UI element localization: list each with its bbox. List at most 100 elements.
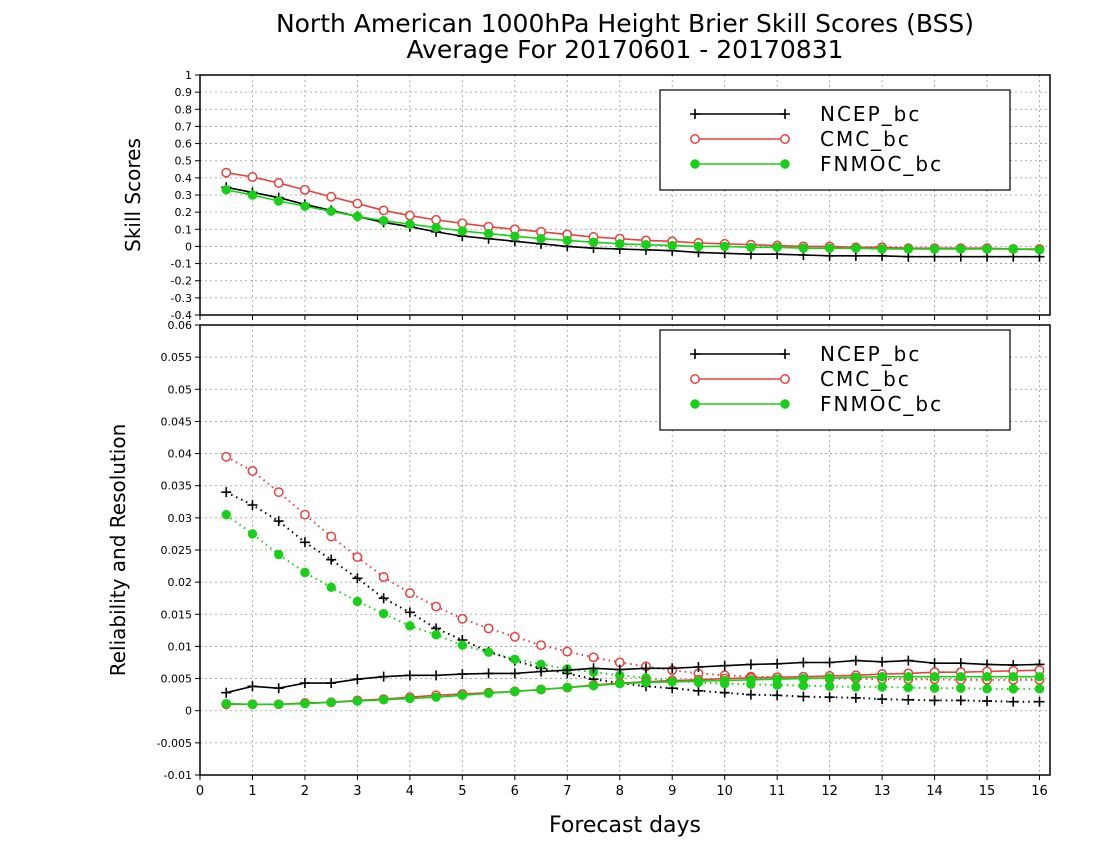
data-point bbox=[562, 682, 572, 693]
data-point bbox=[378, 695, 389, 705]
data-point bbox=[1008, 244, 1018, 254]
data-point bbox=[955, 695, 966, 706]
data-point bbox=[300, 201, 310, 211]
x-tick-label: 0 bbox=[196, 784, 204, 799]
data-point bbox=[326, 531, 337, 542]
data-point bbox=[641, 677, 651, 688]
data-point bbox=[300, 698, 310, 709]
y-tick-label: 0.055 bbox=[161, 351, 193, 364]
series-ncep-bc-dotted bbox=[221, 487, 1045, 707]
legend-marker bbox=[690, 399, 700, 409]
data-point bbox=[221, 687, 232, 698]
series-line bbox=[225, 455, 1040, 681]
data-point bbox=[745, 689, 756, 700]
legend-marker bbox=[780, 399, 790, 409]
data-point bbox=[903, 671, 914, 682]
data-point bbox=[719, 660, 730, 671]
data-point bbox=[326, 206, 336, 216]
data-point bbox=[273, 487, 284, 498]
y-tick-label: 0.8 bbox=[175, 103, 193, 116]
data-point bbox=[273, 516, 284, 527]
legend-marker bbox=[690, 349, 700, 359]
y-tick-label: 0.1 bbox=[175, 223, 193, 236]
data-point bbox=[326, 191, 337, 202]
y-axis-label: Skill Scores bbox=[121, 138, 145, 252]
y-tick-label: 0.9 bbox=[175, 86, 193, 99]
y-tick-label: 0.005 bbox=[161, 673, 193, 686]
data-point bbox=[431, 630, 441, 640]
series-line bbox=[226, 186, 1040, 258]
legend-box bbox=[659, 329, 1011, 431]
data-point bbox=[483, 688, 494, 699]
legend-marker bbox=[780, 349, 790, 359]
y-tick-label: 0.03 bbox=[168, 512, 193, 525]
data-point bbox=[378, 205, 389, 216]
series-line bbox=[225, 513, 1040, 690]
data-point bbox=[247, 681, 258, 692]
legend-label: CMC_bc bbox=[820, 367, 911, 391]
data-point bbox=[457, 613, 468, 624]
data-point bbox=[851, 682, 861, 692]
y-tick-label: -0.3 bbox=[171, 292, 192, 305]
data-point bbox=[798, 243, 809, 253]
data-point bbox=[824, 243, 835, 253]
y-tick-label: 0.05 bbox=[168, 383, 193, 396]
data-point bbox=[274, 699, 284, 709]
legend-marker bbox=[690, 134, 700, 144]
data-point bbox=[850, 692, 861, 703]
data-point bbox=[982, 671, 992, 682]
data-point bbox=[956, 244, 966, 254]
y-tick-label: 0.3 bbox=[175, 189, 193, 202]
data-point bbox=[431, 601, 442, 612]
skill-score-panel: -0.4 -0.3 -0.2 -0.1 0 0.1 0.2 0.3 0.4 0.5 0.6 0.7 0.… bbox=[121, 69, 1051, 322]
data-point bbox=[378, 608, 389, 619]
y-tick-label: -0.4 bbox=[171, 309, 192, 322]
series-fnmoc-bc-dotted bbox=[221, 509, 1045, 694]
chart-title: North American 1000hPa Height Brier Skil… bbox=[276, 9, 974, 38]
data-point bbox=[982, 244, 992, 254]
chart-subtitle: Average For 20170601 - 20170831 bbox=[406, 35, 843, 64]
x-tick-label: 11 bbox=[769, 784, 786, 799]
y-tick-label: -0.005 bbox=[157, 737, 192, 750]
x-tick-label: 1 bbox=[248, 784, 256, 799]
data-point bbox=[929, 244, 940, 254]
series-fnmoc-bc-solid bbox=[221, 671, 1045, 709]
legend-label: NCEP_bc bbox=[820, 102, 921, 126]
y-tick-label: 0.045 bbox=[161, 415, 193, 428]
data-point bbox=[483, 623, 494, 634]
data-point bbox=[536, 234, 546, 244]
x-tick-label: 13 bbox=[874, 784, 891, 799]
data-point bbox=[274, 549, 284, 560]
data-point bbox=[588, 237, 599, 247]
y-tick-label: 0.02 bbox=[168, 576, 193, 589]
y-tick-label: 1 bbox=[185, 69, 192, 82]
data-point bbox=[667, 663, 678, 674]
data-point bbox=[326, 582, 336, 592]
y-tick-label: -0.2 bbox=[171, 275, 192, 288]
y-axis-label: Reliability and Resolution bbox=[106, 424, 130, 677]
y-tick-label: -0.01 bbox=[164, 769, 192, 782]
data-point bbox=[745, 659, 756, 670]
data-point bbox=[221, 487, 232, 498]
x-tick-label: 2 bbox=[301, 784, 309, 799]
data-point bbox=[404, 670, 415, 681]
data-point bbox=[903, 655, 914, 666]
x-tick-label: 8 bbox=[616, 784, 624, 799]
data-point bbox=[483, 647, 494, 657]
data-point bbox=[588, 652, 599, 663]
data-point bbox=[221, 185, 231, 195]
y-tick-label: 0.015 bbox=[161, 608, 193, 621]
y-tick-label: 0.025 bbox=[161, 544, 193, 557]
x-tick-label: 3 bbox=[353, 784, 361, 799]
y-tick-label: 0.7 bbox=[175, 120, 193, 133]
data-point bbox=[378, 593, 389, 604]
data-point bbox=[326, 554, 337, 565]
data-point bbox=[719, 675, 730, 686]
data-point bbox=[431, 692, 441, 702]
data-point bbox=[378, 671, 389, 682]
data-point bbox=[693, 241, 704, 252]
data-point bbox=[772, 674, 782, 684]
data-point bbox=[378, 572, 389, 582]
